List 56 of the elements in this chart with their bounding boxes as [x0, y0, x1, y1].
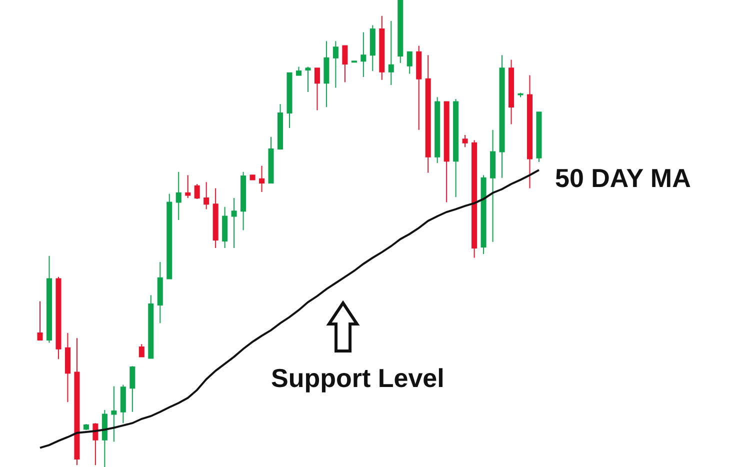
candlestick	[111, 386, 117, 442]
candlestick	[46, 255, 52, 344]
candlestick	[74, 338, 80, 466]
candlestick	[314, 68, 320, 111]
candlestick	[240, 171, 246, 231]
candlestick	[370, 24, 376, 72]
candlestick	[360, 32, 366, 78]
candlestick	[148, 294, 154, 359]
candlestick	[166, 193, 172, 280]
candlestick	[277, 104, 284, 150]
candlestick	[406, 51, 412, 74]
candlestick	[453, 98, 459, 198]
candlestick	[130, 366, 136, 412]
candlestick	[518, 92, 524, 98]
candlestick	[296, 66, 302, 76]
candlestick	[222, 206, 228, 248]
candlestick	[83, 424, 89, 431]
candlestick	[490, 129, 496, 242]
candlestick	[212, 188, 218, 248]
candlestick	[472, 140, 478, 258]
candlestick	[499, 54, 505, 178]
candlestick	[102, 410, 108, 467]
candlestick	[480, 174, 486, 255]
candlestick	[268, 136, 274, 184]
candlestick	[176, 171, 182, 220]
candlestick	[37, 300, 43, 340]
annotation: Support Level	[271, 363, 444, 393]
candlestick	[416, 45, 422, 130]
candlestick	[56, 276, 62, 360]
candlestick	[388, 20, 394, 86]
series-label: 50 DAY MA	[555, 163, 692, 193]
candlestick	[231, 198, 237, 248]
candlestick	[259, 165, 265, 192]
candlestick	[157, 261, 163, 324]
candlestick	[434, 96, 440, 164]
candlestick	[204, 182, 210, 210]
candlestick	[444, 101, 450, 203]
candlestick	[194, 184, 200, 200]
candlestick	[286, 72, 292, 128]
candlestick	[324, 40, 330, 108]
candlestick	[508, 59, 514, 125]
candlestick	[250, 174, 256, 180]
candlestick	[398, 0, 404, 64]
candlestick	[138, 344, 144, 358]
candlestick	[120, 384, 126, 424]
candlestick	[64, 332, 70, 403]
candlestick	[379, 15, 385, 80]
candlestick	[462, 134, 468, 148]
candlestick	[92, 422, 98, 466]
candlestick	[305, 66, 311, 92]
candlestick	[342, 45, 348, 83]
candlestick	[332, 40, 338, 88]
candlestick	[536, 112, 542, 163]
candlestick	[425, 54, 431, 174]
candlestick	[526, 74, 533, 189]
candlestick	[185, 174, 191, 199]
